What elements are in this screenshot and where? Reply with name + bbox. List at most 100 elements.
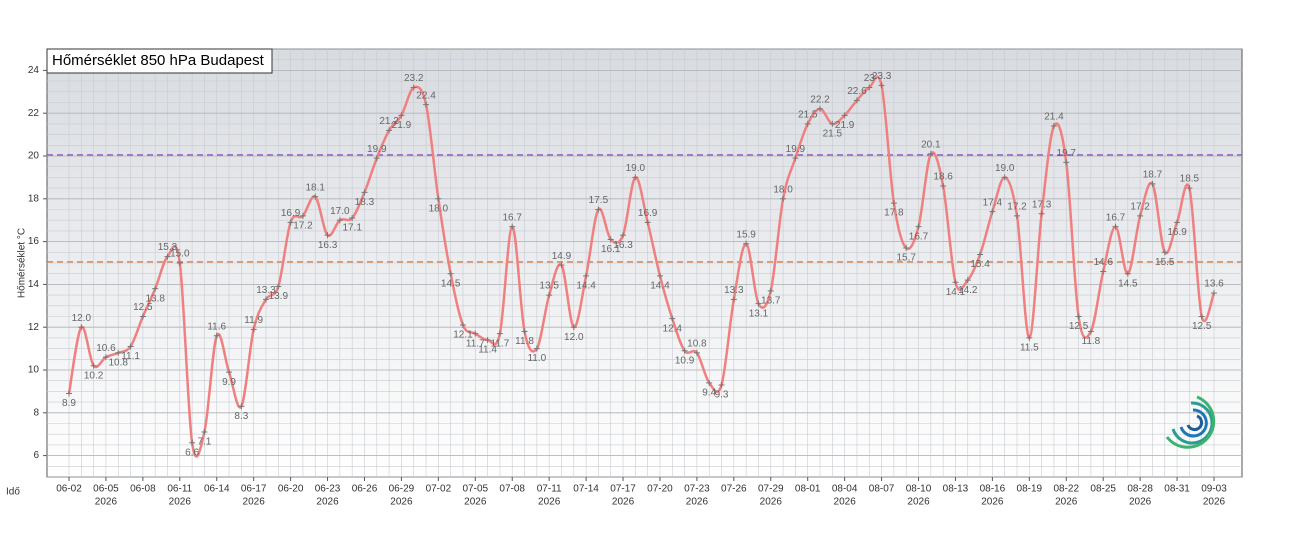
value-label: 14.2 (958, 285, 978, 296)
data-point (595, 206, 602, 213)
value-label: 8.3 (234, 411, 248, 422)
value-label: 13.3 (256, 285, 276, 296)
data-point (361, 189, 368, 196)
value-label: 11.4 (478, 345, 497, 356)
x-tick-label: 06-02 (56, 484, 82, 495)
data-point (1001, 174, 1008, 181)
x-tick-label: 07-08 (499, 484, 525, 495)
value-label: 8.9 (62, 398, 76, 409)
x-tick-year: 2026 (760, 497, 783, 508)
data-point (964, 277, 971, 284)
data-point (755, 300, 762, 307)
value-label: 13.5 (539, 281, 559, 292)
data-point (509, 223, 516, 230)
value-label: 21.2 (379, 116, 399, 127)
value-label: 19.0 (995, 163, 1015, 174)
value-label: 21.5 (823, 129, 843, 140)
value-label: 14.1 (946, 287, 966, 298)
value-label: 16.9 (281, 208, 301, 219)
value-label: 11.6 (207, 321, 226, 332)
value-label: 22.6 (847, 86, 867, 97)
data-point (767, 287, 774, 294)
chart-title: Hőmérséklet 850 hPa Budapest (52, 52, 265, 69)
x-tick-label: 08-01 (795, 484, 821, 495)
data-point (521, 328, 528, 335)
data-point (164, 253, 171, 260)
value-label: 12.0 (564, 332, 584, 343)
x-tick-year: 2026 (464, 497, 487, 508)
x-tick-label: 07-14 (573, 484, 599, 495)
data-point (989, 208, 996, 215)
value-label: 18.6 (933, 172, 953, 183)
data-point (336, 217, 343, 224)
data-point (459, 322, 466, 329)
data-point (1100, 268, 1107, 275)
data-point (226, 369, 233, 376)
value-label: 14.4 (576, 280, 596, 291)
x-tick-year: 2026 (316, 497, 339, 508)
data-point (1026, 334, 1033, 341)
value-label: 15.0 (170, 249, 190, 260)
value-label: 23 (864, 73, 876, 84)
value-label: 22.4 (416, 90, 436, 101)
x-tick-label: 07-02 (426, 484, 452, 495)
value-label: 18.7 (1143, 169, 1163, 180)
value-label: 14.6 (1093, 257, 1113, 268)
x-tick-label: 06-20 (278, 484, 304, 495)
value-label: 10.2 (84, 370, 104, 381)
x-tick-label: 06-29 (389, 484, 415, 495)
value-label: 15.7 (896, 253, 916, 264)
value-label: 11.8 (1082, 336, 1101, 347)
value-label: 7.1 (197, 437, 211, 448)
data-point (1124, 270, 1131, 277)
data-point (952, 279, 959, 286)
value-label: 11.0 (527, 353, 546, 364)
data-point (780, 195, 787, 202)
value-label: 12.5 (1069, 321, 1089, 332)
value-label: 12.5 (133, 302, 153, 313)
value-label: 15.5 (1155, 257, 1175, 268)
x-axis-label: Idő (6, 487, 20, 498)
value-label: 12.5 (1192, 321, 1212, 332)
x-tick-label: 07-23 (684, 484, 710, 495)
data-point (829, 120, 836, 127)
value-label: 16.9 (638, 208, 658, 219)
data-point (940, 182, 947, 189)
x-tick-label: 06-14 (204, 484, 230, 495)
data-point (1014, 212, 1021, 219)
value-label: 16.7 (909, 231, 929, 242)
value-label: 23.3 (872, 71, 892, 82)
x-tick-year: 2026 (243, 497, 266, 508)
value-label: 9.3 (715, 390, 729, 401)
data-point (299, 212, 306, 219)
value-label: 18.5 (1180, 174, 1200, 185)
value-label: 19.9 (367, 144, 387, 155)
x-tick-label: 06-11 (167, 484, 192, 495)
data-point (472, 330, 479, 337)
x-tick-year: 2026 (95, 497, 118, 508)
data-point (866, 84, 873, 91)
data-point (730, 296, 737, 303)
data-point (139, 313, 146, 320)
data-point (718, 381, 725, 388)
value-label: 17.2 (1130, 202, 1150, 213)
data-point (275, 283, 282, 290)
y-axis-label: Hőmérséklet °C (17, 228, 28, 298)
data-point (853, 97, 860, 104)
value-label: 9.9 (222, 377, 236, 388)
value-label: 13.8 (145, 293, 165, 304)
value-label: 16.3 (613, 240, 633, 251)
value-label: 17.3 (1032, 199, 1052, 210)
x-tick-label: 09-03 (1201, 484, 1227, 495)
title-box (46, 48, 273, 74)
x-tick-year: 2026 (390, 497, 413, 508)
data-point (1211, 289, 1217, 296)
value-label: 22.2 (810, 95, 830, 106)
value-label: 12.1 (453, 330, 473, 341)
data-point (189, 439, 196, 446)
data-point (115, 349, 122, 356)
value-label: 6.6 (185, 447, 199, 458)
data-point (533, 345, 540, 352)
data-point (570, 324, 577, 331)
